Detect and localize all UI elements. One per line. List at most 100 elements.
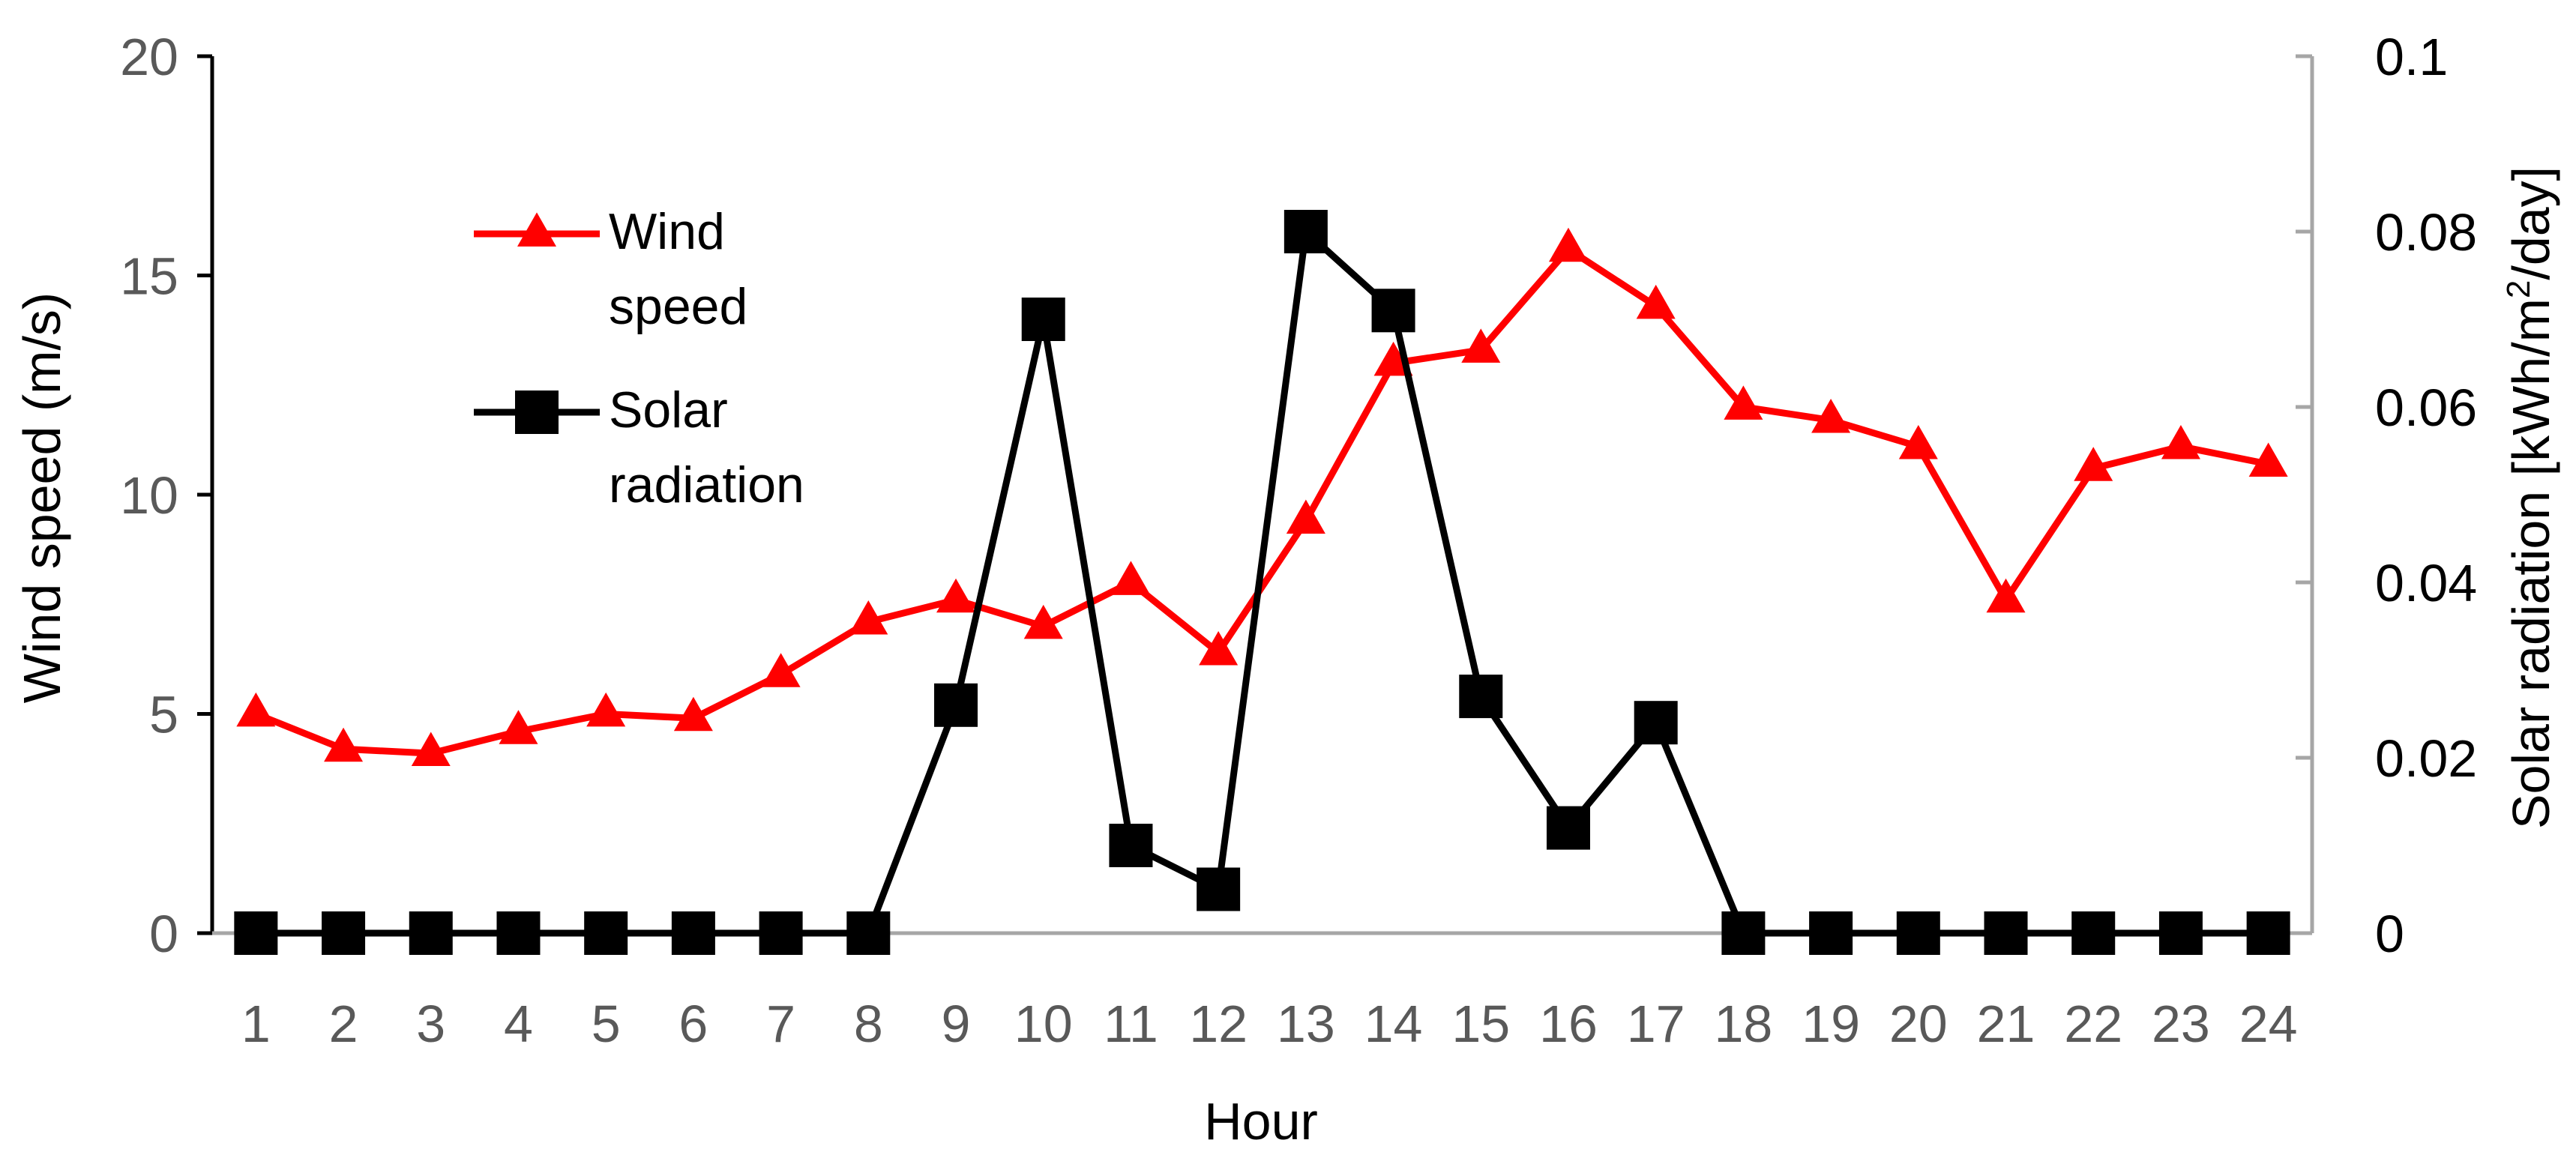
data-point-wind [1811,398,1851,433]
data-point-solar [584,911,628,955]
data-point-wind [586,692,626,727]
x-tick-label: 17 [1627,995,1685,1053]
y-axis-left-title: Wind speed (m/s) [13,292,71,703]
x-tick-label: 1 [241,995,271,1053]
y-left-tick-label: 15 [120,247,178,306]
data-point-wind [1111,561,1151,595]
data-point-solar [1459,675,1503,719]
x-tick-label: 23 [2152,995,2210,1053]
x-tick-label: 5 [592,995,621,1053]
legend-label: Wind [609,203,725,260]
data-point-solar [846,911,891,955]
data-point-wind [1986,578,2026,613]
data-point-wind [1724,385,1763,420]
x-tick-label: 8 [854,995,883,1053]
data-point-solar [1634,701,1678,745]
data-point-solar [1721,911,1766,955]
x-tick-label: 9 [942,995,971,1053]
data-point-wind [1461,328,1501,363]
x-tick-label: 21 [1977,995,2035,1053]
data-point-solar [322,911,366,955]
x-tick-label: 4 [504,995,533,1053]
data-point-solar [234,911,278,955]
data-point-wind [411,732,451,767]
data-point-solar [409,911,453,955]
y-right-tick-label: 0.08 [2375,203,2477,262]
data-point-wind [673,696,713,732]
y-right-tick-label: 0 [2375,905,2404,963]
x-axis-title: Hour [1204,1092,1318,1151]
series-line-solar [256,228,2269,937]
x-tick-label: 13 [1277,995,1335,1053]
legend-label: speed [609,278,747,335]
data-point-solar [1197,867,1241,911]
data-point-wind [324,727,364,762]
y-right-tick-label: 0.1 [2375,28,2448,86]
legend-label: radiation [609,456,804,513]
data-point-wind [1898,425,1938,459]
axis-titles: Hour Wind speed (m/s) Solar radiation [k… [13,166,2560,1151]
data-point-wind [1023,604,1063,639]
data-point-solar [2071,911,2116,955]
data-point-solar [1109,824,1153,867]
y-left-tick-label: 5 [149,686,178,744]
data-point-wind [761,653,801,687]
data-point-solar [1896,911,1940,955]
x-tick-label: 12 [1189,995,1248,1053]
data-point-solar [1284,210,1328,253]
data-point-solar [1021,298,1065,341]
x-tick-label: 7 [766,995,795,1053]
axes [197,54,2314,935]
x-tick-label: 18 [1714,995,1772,1053]
x-tick-label: 19 [1802,995,1860,1053]
legend-entry-solar: Solar radiation [474,382,804,513]
data-point-wind [936,578,976,613]
y-right-tick-label: 0.06 [2375,379,2477,437]
y-axis-right-title-prefix: Solar radiation [kWh/m [2502,298,2560,829]
x-tick-label: 11 [1104,995,1158,1053]
legend: Wind speed Solar radiation [474,203,804,513]
y-right-tick-label: 0.02 [2375,729,2477,788]
data-point-wind [1199,631,1239,666]
x-tick-label: 22 [2064,995,2122,1053]
y-axis-right-title: Solar radiation [kWh/m2/day] [2500,166,2560,829]
x-tick-label: 10 [1014,995,1073,1053]
x-tick-label: 14 [1364,995,1423,1053]
y-axis-right-title-suffix: /day] [2502,166,2560,280]
data-point-solar [759,911,803,955]
x-tick-label: 15 [1451,995,1510,1053]
data-point-wind [1548,227,1588,262]
x-tick-label: 24 [2239,995,2298,1053]
data-point-solar [934,683,978,727]
x-tick-label: 3 [416,995,445,1053]
data-point-wind [2248,442,2288,477]
data-point-solar [2246,911,2290,955]
series-line-wind [254,245,2269,757]
data-point-solar [1809,911,1853,955]
y-axis-right-title-sup: 2 [2500,280,2537,298]
data-point-wind [1286,499,1325,534]
legend-label: Solar [609,382,728,438]
data-point-solar [496,911,541,955]
legend-marker [517,212,556,247]
data-point-wind [2161,425,2200,459]
legend-marker [515,390,559,434]
y-left-tick-label: 0 [149,905,178,963]
x-tick-label: 16 [1539,995,1598,1053]
series-wind [236,227,2288,767]
legend-entry-wind: Wind speed [474,203,747,335]
data-point-solar [1546,806,1590,850]
x-tick-label: 2 [329,995,358,1053]
series-layer [234,210,2290,955]
y-right-tick-label: 0.04 [2375,554,2477,612]
x-tick-label: 20 [1889,995,1948,1053]
series-solar [234,210,2290,955]
y-left-tick-label: 10 [120,466,178,525]
data-point-wind [499,710,538,744]
data-point-solar [1984,911,2028,955]
data-point-solar [1371,289,1415,333]
data-point-wind [849,600,888,635]
